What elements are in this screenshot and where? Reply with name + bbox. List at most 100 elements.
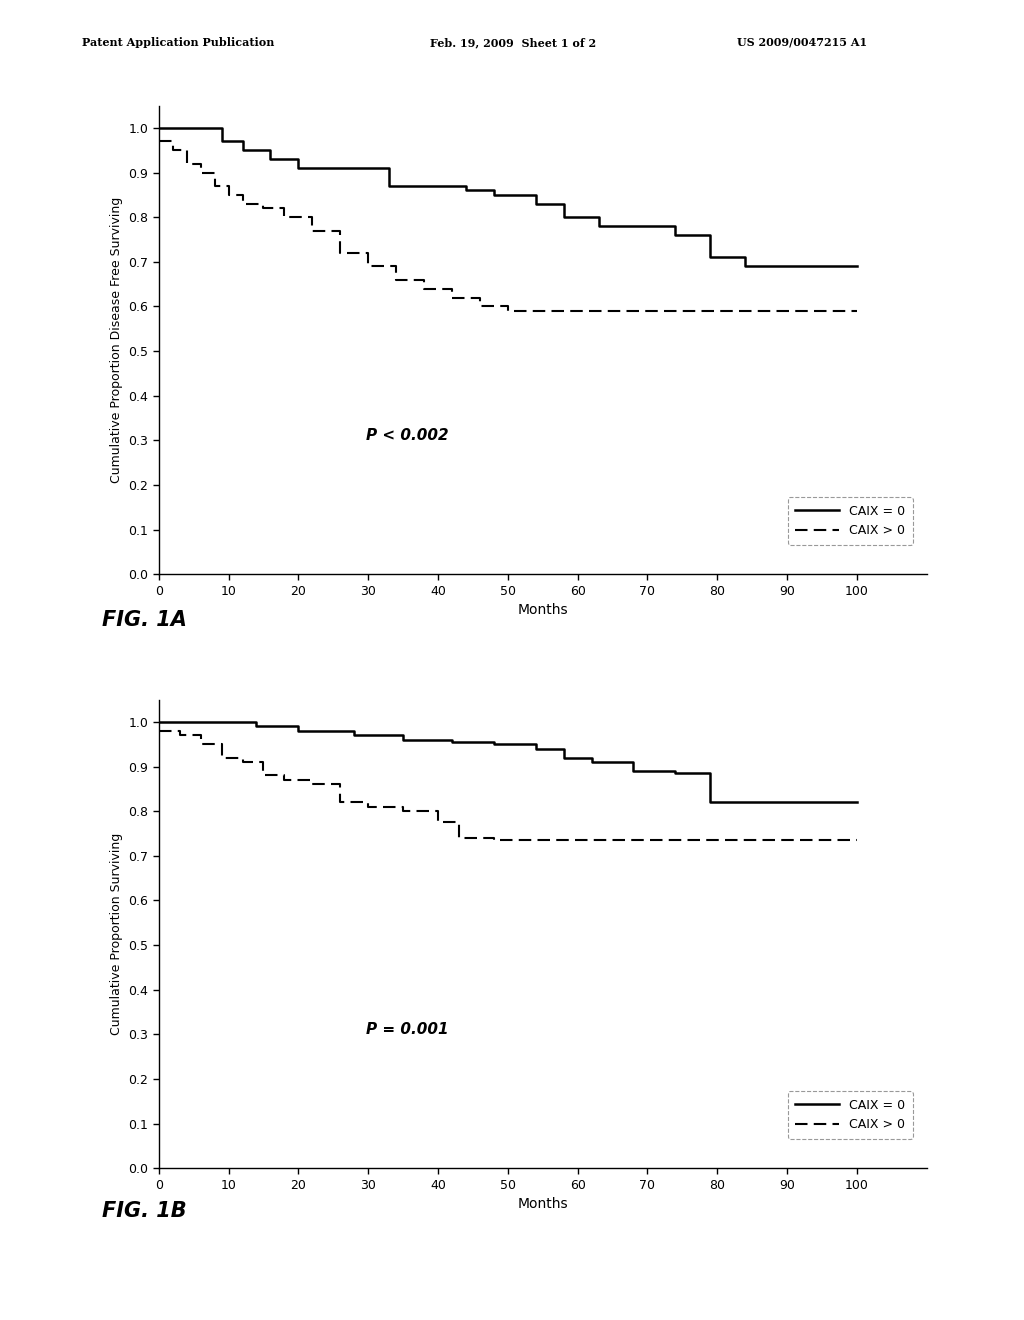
Line: CAIX = 0: CAIX = 0: [159, 128, 857, 267]
CAIX = 0: [705, 227, 717, 243]
CAIX > 0: [237, 195, 249, 211]
CAIX = 0: [851, 259, 863, 275]
CAIX = 0: [487, 187, 500, 203]
CAIX = 0: [593, 218, 605, 234]
CAIX > 0: [418, 281, 430, 297]
Text: P < 0.002: P < 0.002: [367, 428, 449, 444]
Line: CAIX = 0: CAIX = 0: [159, 722, 857, 803]
CAIX > 0: [257, 195, 269, 211]
CAIX = 0: [195, 120, 207, 136]
CAIX > 0: [432, 804, 444, 820]
CAIX > 0: [306, 776, 318, 792]
CAIX = 0: [529, 737, 542, 752]
CAIX = 0: [460, 182, 472, 198]
CAIX > 0: [167, 133, 179, 149]
Text: Feb. 19, 2009  Sheet 1 of 2: Feb. 19, 2009 Sheet 1 of 2: [430, 37, 596, 48]
CAIX = 0: [215, 120, 227, 136]
CAIX > 0: [279, 772, 291, 788]
Text: Patent Application Publication: Patent Application Publication: [82, 37, 274, 48]
CAIX > 0: [279, 210, 291, 226]
CAIX > 0: [445, 289, 458, 305]
CAIX = 0: [739, 249, 752, 265]
CAIX = 0: [348, 723, 360, 739]
CAIX = 0: [292, 152, 304, 168]
CAIX = 0: [153, 120, 165, 136]
CAIX = 0: [250, 714, 262, 730]
Legend: CAIX = 0, CAIX > 0: CAIX = 0, CAIX > 0: [787, 498, 912, 545]
CAIX = 0: [153, 714, 165, 730]
CAIX = 0: [445, 731, 458, 747]
CAIX = 0: [557, 741, 569, 756]
CAIX > 0: [418, 272, 430, 288]
CAIX > 0: [851, 833, 863, 849]
CAIX > 0: [851, 833, 863, 849]
CAIX = 0: [739, 259, 752, 275]
CAIX = 0: [397, 731, 410, 747]
CAIX > 0: [209, 178, 221, 194]
CAIX = 0: [670, 218, 682, 234]
CAIX > 0: [306, 210, 318, 226]
CAIX = 0: [487, 734, 500, 750]
CAIX = 0: [628, 763, 640, 779]
Line: CAIX > 0: CAIX > 0: [159, 141, 857, 312]
CAIX = 0: [705, 795, 717, 810]
CAIX = 0: [593, 210, 605, 226]
Text: FIG. 1A: FIG. 1A: [102, 610, 187, 630]
CAIX = 0: [628, 754, 640, 770]
CAIX = 0: [529, 187, 542, 203]
CAIX = 0: [586, 754, 598, 770]
CAIX > 0: [153, 133, 165, 149]
CAIX > 0: [334, 795, 346, 810]
CAIX > 0: [215, 750, 227, 766]
CAIX = 0: [195, 120, 207, 136]
CAIX > 0: [167, 143, 179, 158]
CAIX > 0: [334, 223, 346, 239]
CAIX > 0: [453, 830, 465, 846]
Text: US 2009/0047215 A1: US 2009/0047215 A1: [737, 37, 867, 48]
CAIX > 0: [390, 272, 402, 288]
CAIX = 0: [237, 143, 249, 158]
CAIX = 0: [851, 795, 863, 810]
CAIX > 0: [279, 201, 291, 216]
CAIX > 0: [237, 754, 249, 770]
CAIX = 0: [237, 133, 249, 149]
CAIX = 0: [586, 750, 598, 766]
CAIX > 0: [362, 795, 375, 810]
CAIX > 0: [390, 259, 402, 275]
CAIX = 0: [264, 143, 276, 158]
Text: P = 0.001: P = 0.001: [367, 1022, 449, 1038]
CAIX = 0: [487, 182, 500, 198]
CAIX > 0: [237, 750, 249, 766]
CAIX > 0: [851, 304, 863, 319]
CAIX > 0: [851, 304, 863, 319]
CAIX > 0: [487, 830, 500, 846]
CAIX = 0: [264, 152, 276, 168]
CAIX = 0: [670, 766, 682, 781]
CAIX > 0: [362, 246, 375, 261]
CAIX = 0: [348, 727, 360, 743]
CAIX > 0: [397, 799, 410, 814]
CAIX > 0: [237, 187, 249, 203]
CAIX > 0: [334, 776, 346, 792]
CAIX = 0: [851, 259, 863, 275]
CAIX = 0: [529, 195, 542, 211]
CAIX = 0: [250, 718, 262, 734]
CAIX > 0: [397, 804, 410, 820]
CAIX > 0: [445, 281, 458, 297]
CAIX > 0: [257, 754, 269, 770]
X-axis label: Months: Months: [517, 603, 568, 618]
CAIX = 0: [670, 763, 682, 779]
CAIX > 0: [173, 727, 185, 743]
CAIX > 0: [180, 143, 193, 158]
CAIX > 0: [453, 814, 465, 830]
CAIX = 0: [851, 795, 863, 810]
CAIX > 0: [502, 304, 514, 319]
CAIX > 0: [195, 156, 207, 172]
CAIX > 0: [153, 723, 165, 739]
CAIX > 0: [209, 165, 221, 181]
CAIX > 0: [180, 156, 193, 172]
CAIX > 0: [279, 767, 291, 783]
Legend: CAIX = 0, CAIX > 0: CAIX = 0, CAIX > 0: [787, 1092, 912, 1139]
CAIX > 0: [257, 767, 269, 783]
CAIX = 0: [705, 766, 717, 781]
